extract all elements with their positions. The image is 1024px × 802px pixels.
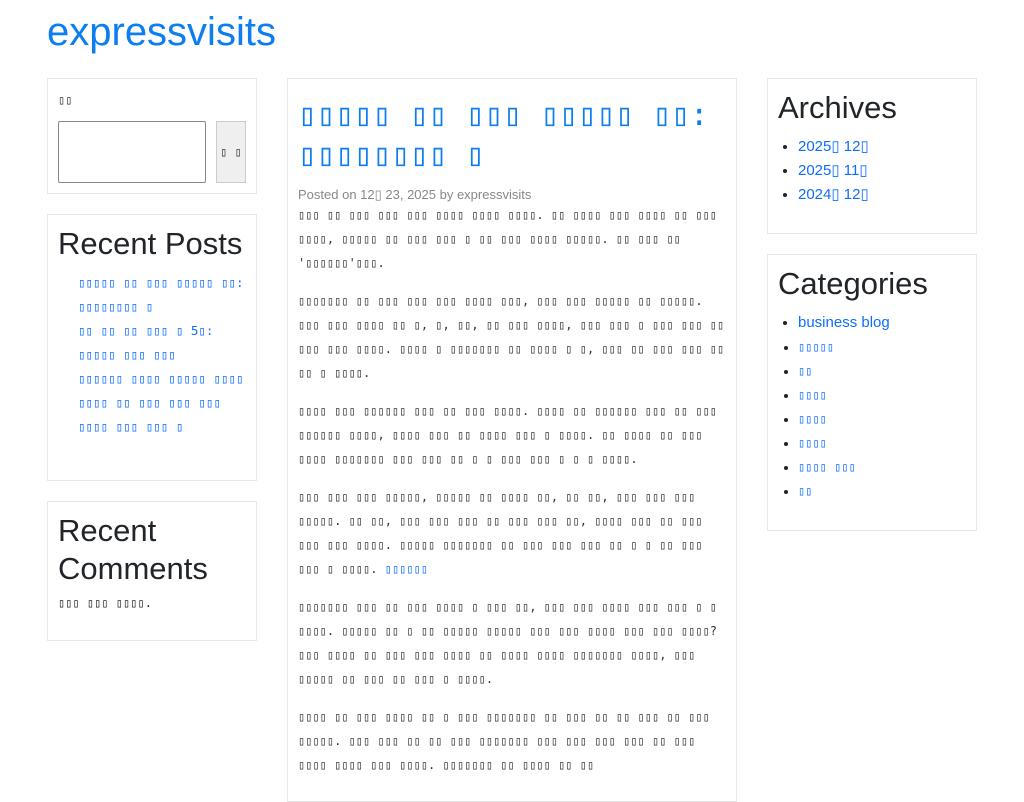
- category-link[interactable]: ▯▯▯▯: [798, 436, 827, 450]
- post-paragraph: ▯▯▯▯▯▯▯ ▯▯ ▯▯▯ ▯▯▯ ▯▯▯ ▯▯▯▯ ▯▯▯, ▯▯▯ ▯▯▯…: [298, 294, 725, 380]
- archives-widget: Archives 2025▯ 12▯ 2025▯ 11▯ 2024▯ 12▯: [767, 78, 977, 234]
- list-item[interactable]: business blog: [798, 311, 966, 335]
- recent-post-link[interactable]: ▯▯▯▯ ▯▯▯ ▯▯▯ ▯: [78, 419, 184, 434]
- category-link[interactable]: ▯▯▯▯ ▯▯▯: [798, 460, 856, 474]
- post-paragraph: ▯▯▯▯▯▯▯ ▯▯▯ ▯▯ ▯▯▯ ▯▯▯▯ ▯ ▯▯▯ ▯▯, ▯▯▯ ▯▯…: [298, 600, 718, 686]
- list-item[interactable]: ▯▯▯▯ ▯▯▯ ▯▯▯ ▯: [78, 415, 246, 439]
- archive-link[interactable]: 2025▯ 12▯: [798, 138, 869, 155]
- recent-comments-title: Recent Comments: [58, 513, 208, 586]
- site-title[interactable]: expressvisits: [47, 10, 276, 55]
- list-item[interactable]: ▯▯▯▯▯ ▯▯ ▯▯▯ ▯▯▯▯▯ ▯▯: ▯▯▯▯▯▯▯▯ ▯: [78, 271, 246, 319]
- search-widget: ▯▯ ▯ ▯: [47, 78, 257, 194]
- post-paragraph: ▯▯▯ ▯▯▯ ▯▯▯ ▯▯▯▯▯, ▯▯▯▯▯ ▯▯ ▯▯▯▯ ▯▯, ▯▯ …: [298, 485, 726, 581]
- list-item[interactable]: 2024▯ 12▯: [798, 183, 966, 207]
- search-input[interactable]: [58, 121, 206, 183]
- post-meta: Posted on 12▯ 23, 2025 by expressvisits: [298, 187, 532, 202]
- archive-link[interactable]: 2024▯ 12▯: [798, 186, 869, 203]
- site-title-link[interactable]: expressvisits: [47, 10, 276, 54]
- post-paragraph: ▯▯▯▯ ▯▯ ▯▯▯ ▯▯▯▯ ▯▯ ▯ ▯▯▯ ▯▯▯▯▯▯▯ ▯▯ ▯▯▯…: [298, 710, 710, 772]
- recent-post-link[interactable]: ▯▯▯▯▯ ▯▯ ▯▯▯ ▯▯▯▯▯ ▯▯: ▯▯▯▯▯▯▯▯ ▯: [78, 275, 244, 314]
- category-link[interactable]: business blog: [798, 314, 890, 331]
- post-paragraph: ▯▯▯▯ ▯▯▯ ▯▯▯▯▯▯ ▯▯▯ ▯▯ ▯▯▯ ▯▯▯▯. ▯▯▯▯ ▯▯…: [298, 404, 718, 466]
- paragraph-text: ▯▯▯ ▯▯▯ ▯▯▯ ▯▯▯▯▯, ▯▯▯▯▯ ▯▯ ▯▯▯▯ ▯▯, ▯▯ …: [298, 490, 703, 576]
- right-sidebar: Archives 2025▯ 12▯ 2025▯ 11▯ 2024▯ 12▯ C…: [767, 78, 977, 531]
- category-link[interactable]: ▯▯: [798, 364, 813, 378]
- list-item[interactable]: ▯▯▯▯: [798, 383, 966, 407]
- no-comments-text: ▯▯▯ ▯▯▯ ▯▯▯▯.: [58, 596, 152, 610]
- category-link[interactable]: ▯▯▯▯▯: [798, 340, 835, 354]
- list-item[interactable]: ▯▯▯▯: [798, 431, 966, 455]
- post-article: ▯▯▯▯▯ ▯▯ ▯▯▯ ▯▯▯▯▯ ▯▯: ▯▯▯▯▯▯▯▯ ▯ Posted…: [287, 78, 737, 802]
- list-item[interactable]: ▯▯: [798, 479, 966, 503]
- list-item[interactable]: ▯▯▯▯ ▯▯▯: [798, 455, 966, 479]
- archive-link[interactable]: 2025▯ 11▯: [798, 162, 868, 179]
- post-paragraph: ▯▯▯ ▯▯ ▯▯▯ ▯▯▯ ▯▯▯ ▯▯▯▯ ▯▯▯▯ ▯▯▯▯. ▯▯ ▯▯…: [298, 208, 718, 270]
- recent-posts-widget: Recent Posts ▯▯▯▯▯ ▯▯ ▯▯▯ ▯▯▯▯▯ ▯▯: ▯▯▯▯…: [47, 214, 257, 481]
- inline-link[interactable]: ▯▯▯▯▯▯: [384, 562, 429, 576]
- list-item[interactable]: ▯▯: [798, 359, 966, 383]
- recent-post-link[interactable]: ▯▯▯▯ ▯▯ ▯▯▯ ▯▯▯ ▯▯▯: [78, 395, 221, 410]
- category-link[interactable]: ▯▯▯▯: [798, 412, 827, 426]
- categories-widget: Categories business blog ▯▯▯▯▯ ▯▯ ▯▯▯▯ ▯…: [767, 254, 977, 531]
- recent-posts-title: Recent Posts: [58, 226, 243, 261]
- recent-comments-widget: Recent Comments ▯▯▯ ▯▯▯ ▯▯▯▯.: [47, 501, 257, 641]
- list-item[interactable]: ▯▯▯▯▯▯ ▯▯▯▯ ▯▯▯▯▯ ▯▯▯▯: [78, 367, 246, 391]
- post-title-link[interactable]: ▯▯▯▯▯ ▯▯ ▯▯▯ ▯▯▯▯▯ ▯▯: ▯▯▯▯▯▯▯▯ ▯: [298, 97, 709, 173]
- search-label: ▯▯: [58, 93, 73, 107]
- post-title[interactable]: ▯▯▯▯▯ ▯▯ ▯▯▯ ▯▯▯▯▯ ▯▯: ▯▯▯▯▯▯▯▯ ▯: [298, 95, 726, 175]
- list-item[interactable]: ▯▯ ▯▯ ▯▯ ▯▯▯ ▯ 5▯: ▯▯▯▯▯ ▯▯▯ ▯▯▯: [78, 319, 246, 367]
- list-item[interactable]: ▯▯▯▯: [798, 407, 966, 431]
- archives-title: Archives: [778, 90, 897, 125]
- categories-title: Categories: [778, 266, 928, 301]
- category-link[interactable]: ▯▯▯▯: [798, 388, 827, 402]
- left-sidebar: ▯▯ ▯ ▯ Recent Posts ▯▯▯▯▯ ▯▯ ▯▯▯ ▯▯▯▯▯ ▯…: [47, 78, 257, 641]
- list-item[interactable]: 2025▯ 12▯: [798, 135, 966, 159]
- category-link[interactable]: ▯▯: [798, 484, 813, 498]
- list-item[interactable]: ▯▯▯▯▯: [798, 335, 966, 359]
- search-button[interactable]: ▯ ▯: [216, 121, 246, 183]
- recent-post-link[interactable]: ▯▯▯▯▯▯ ▯▯▯▯ ▯▯▯▯▯ ▯▯▯▯: [78, 371, 244, 386]
- list-item[interactable]: 2025▯ 11▯: [798, 159, 966, 183]
- list-item[interactable]: ▯▯▯▯ ▯▯ ▯▯▯ ▯▯▯ ▯▯▯: [78, 391, 246, 415]
- recent-post-link[interactable]: ▯▯ ▯▯ ▯▯ ▯▯▯ ▯ 5▯: ▯▯▯▯▯ ▯▯▯ ▯▯▯: [78, 323, 214, 362]
